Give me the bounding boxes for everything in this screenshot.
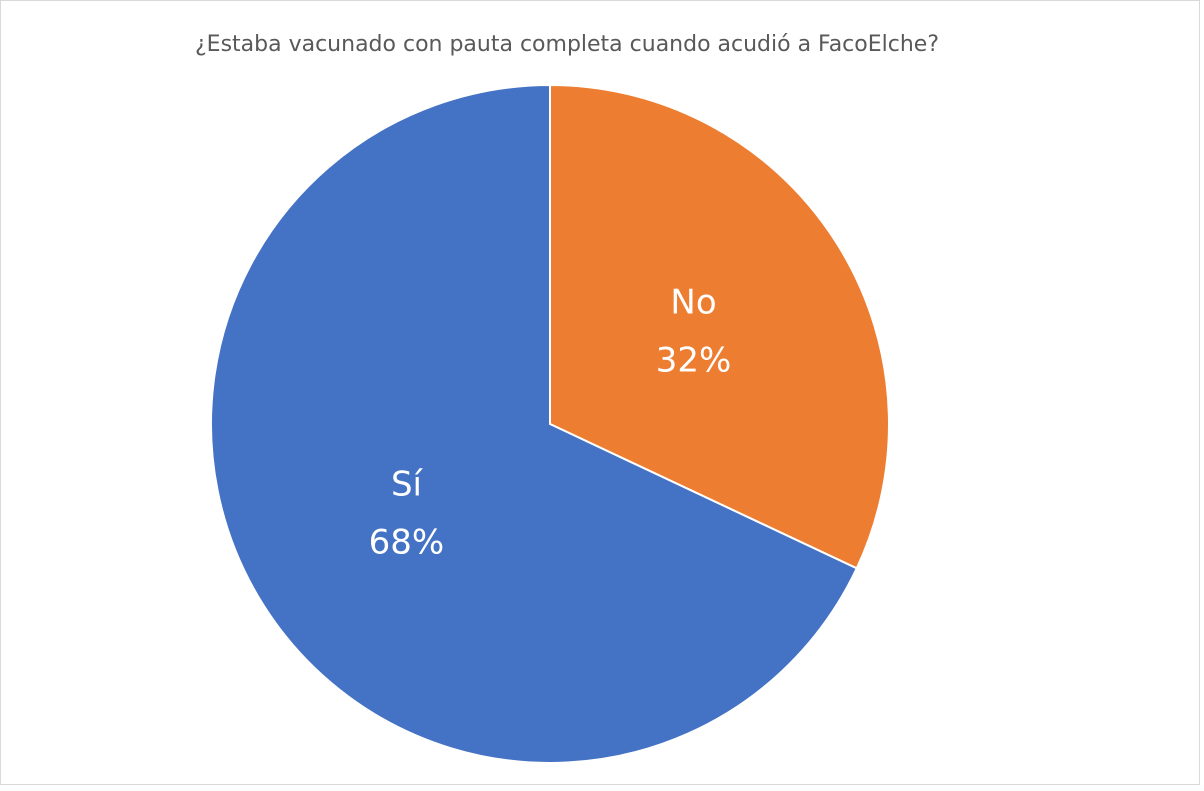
- slice-category-label: No: [670, 282, 716, 322]
- pie-slice: [549, 83, 890, 570]
- chart-title: ¿Estaba vacunado con pauta completa cuan…: [195, 32, 939, 57]
- slice-category-label: Sí: [391, 465, 424, 505]
- slice-value-label: 68%: [369, 523, 445, 563]
- slice-value-label: 32%: [656, 340, 732, 380]
- pie-slice: [210, 83, 859, 764]
